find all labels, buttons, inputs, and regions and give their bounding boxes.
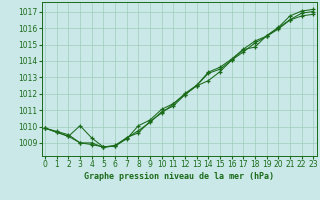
X-axis label: Graphe pression niveau de la mer (hPa): Graphe pression niveau de la mer (hPa) (84, 172, 274, 181)
